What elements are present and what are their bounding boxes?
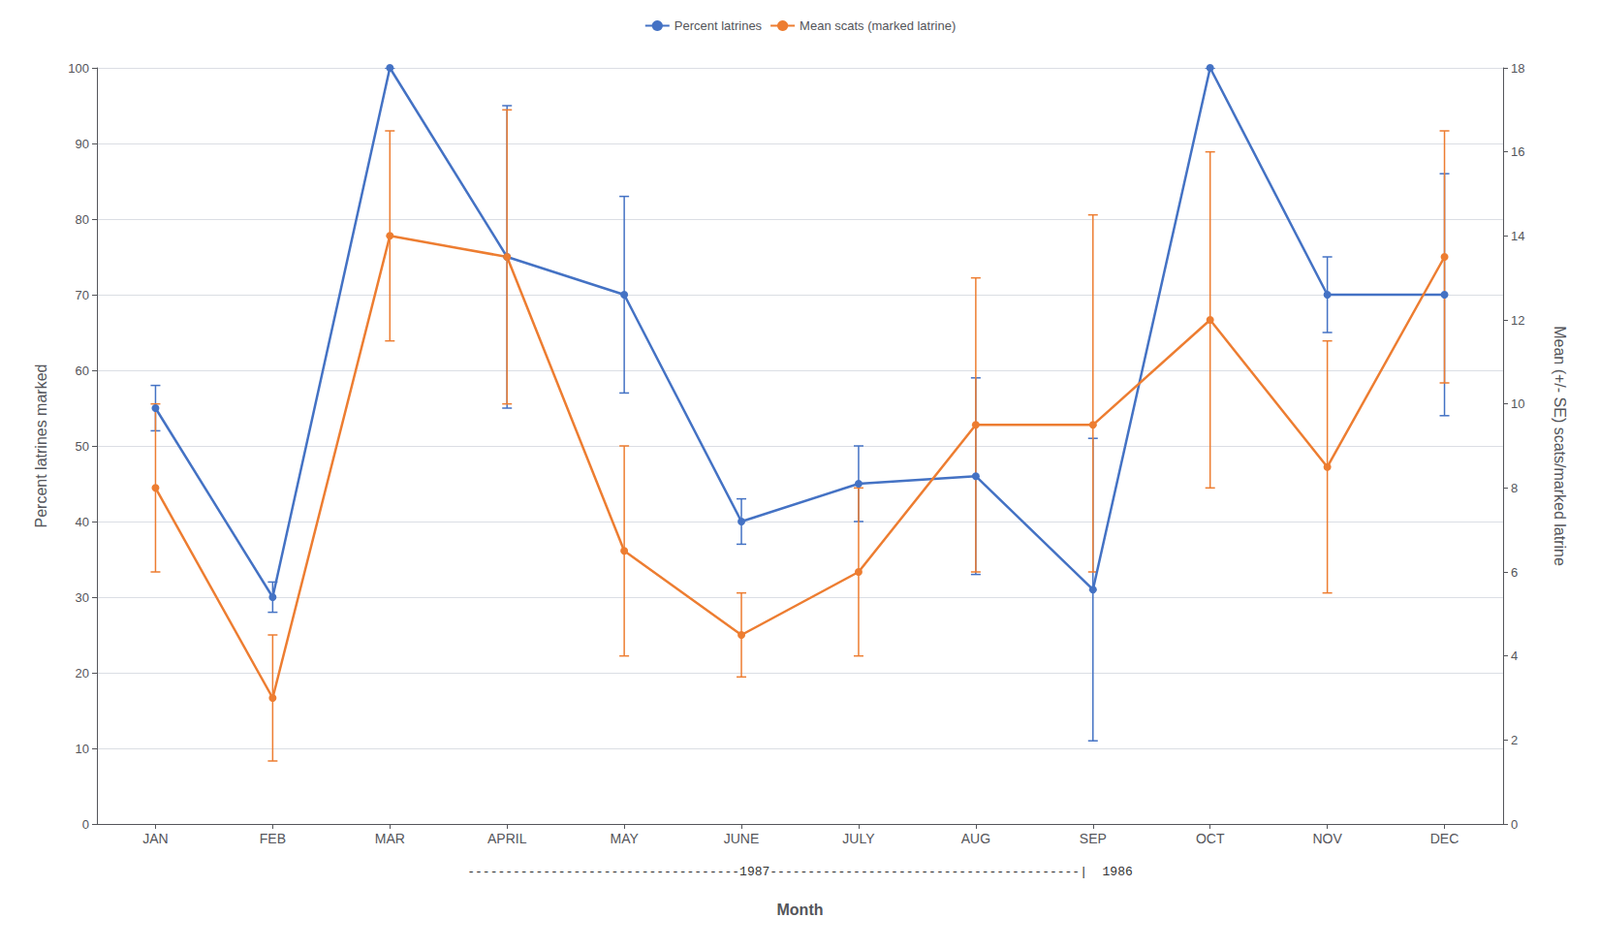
svg-text:JUNE: JUNE xyxy=(723,830,760,847)
svg-text:14: 14 xyxy=(1510,228,1525,244)
svg-text:SEP: SEP xyxy=(1079,830,1107,847)
svg-text:0: 0 xyxy=(1510,816,1518,832)
svg-text:Percent latrines marked: Percent latrines marked xyxy=(32,364,50,529)
svg-text:MAR: MAR xyxy=(375,830,406,847)
svg-text:Month: Month xyxy=(777,901,824,918)
svg-text:60: 60 xyxy=(75,363,90,378)
svg-text:30: 30 xyxy=(75,590,90,605)
svg-text:70: 70 xyxy=(75,287,90,303)
svg-text:2: 2 xyxy=(1510,732,1518,748)
svg-text:20: 20 xyxy=(75,665,90,681)
svg-text:4: 4 xyxy=(1510,648,1518,663)
svg-text:6: 6 xyxy=(1510,564,1518,580)
svg-text:------------------------------: ------------------------------------1987… xyxy=(467,864,1133,879)
svg-text:AUG: AUG xyxy=(961,830,991,847)
svg-text:10: 10 xyxy=(75,741,90,756)
svg-text:10: 10 xyxy=(1510,396,1525,411)
svg-text:Mean scats (marked latrine): Mean scats (marked latrine) xyxy=(799,18,956,33)
svg-text:NOV: NOV xyxy=(1312,830,1343,847)
svg-text:50: 50 xyxy=(75,439,90,454)
svg-text:OCT: OCT xyxy=(1195,830,1225,847)
svg-text:Percent latrines: Percent latrines xyxy=(674,18,763,33)
svg-text:Mean (+/- SE) scats/marked lat: Mean (+/- SE) scats/marked latrine xyxy=(1551,325,1569,566)
svg-text:MAY: MAY xyxy=(609,830,639,847)
svg-text:40: 40 xyxy=(75,514,90,530)
svg-text:JAN: JAN xyxy=(142,830,168,847)
svg-text:16: 16 xyxy=(1510,144,1525,159)
svg-text:100: 100 xyxy=(67,61,90,76)
svg-text:APRIL: APRIL xyxy=(487,830,528,847)
svg-text:80: 80 xyxy=(75,212,90,227)
svg-text:JULY: JULY xyxy=(842,830,876,847)
svg-text:0: 0 xyxy=(82,816,90,832)
svg-text:90: 90 xyxy=(75,136,90,152)
svg-text:18: 18 xyxy=(1510,61,1525,76)
svg-text:8: 8 xyxy=(1510,480,1518,496)
svg-text:FEB: FEB xyxy=(259,830,286,847)
svg-text:12: 12 xyxy=(1510,313,1525,328)
svg-text:DEC: DEC xyxy=(1430,830,1460,847)
